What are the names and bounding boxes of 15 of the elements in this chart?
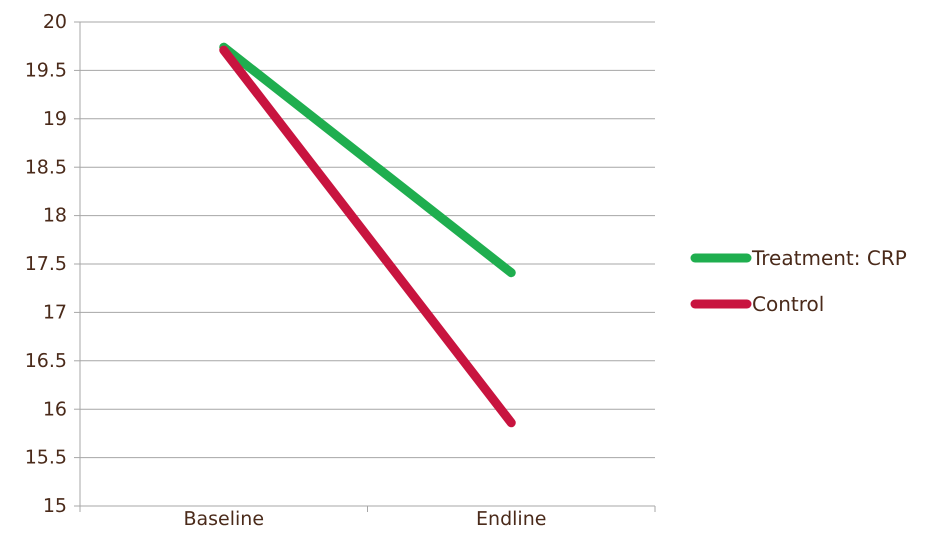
y-tick-label: 17 <box>42 301 67 324</box>
y-tick-label: 17.5 <box>24 253 67 276</box>
y-tick-label: 15 <box>42 495 67 518</box>
legend-label: Treatment: CRP <box>751 246 907 270</box>
y-tick-label: 18 <box>42 204 67 227</box>
x-tick-label: Baseline <box>183 508 264 530</box>
y-tick-label: 15.5 <box>24 446 67 469</box>
y-tick-label: 16 <box>42 398 67 420</box>
y-tick-label: 18.5 <box>24 156 67 178</box>
y-tick-label: 19 <box>42 108 67 130</box>
legend-label: Control <box>752 292 824 316</box>
x-tick-label: Endline <box>476 508 546 530</box>
y-tick-label: 16.5 <box>24 350 67 372</box>
y-tick-label: 20 <box>42 11 67 34</box>
y-tick-label: 19.5 <box>24 59 67 82</box>
